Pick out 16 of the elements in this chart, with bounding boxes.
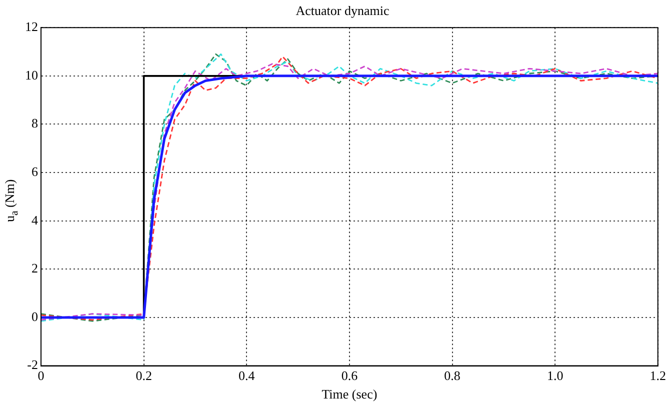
x-tick-label: 0.2 — [136, 368, 152, 384]
x-tick-label: 0.8 — [444, 368, 460, 384]
chart-title: Actuator dynamic — [296, 3, 390, 18]
x-tick-label: 1.2 — [650, 368, 666, 384]
x-tick-label: 0.4 — [238, 368, 256, 384]
y-tick-label: 10 — [25, 67, 38, 82]
x-axis-title: Time (sec) — [322, 386, 378, 402]
y-tick-label: 2 — [32, 260, 38, 276]
x-tick-label: 1.0 — [546, 368, 564, 384]
y-tick-label: 8 — [32, 116, 38, 131]
y-tick-label: 6 — [32, 164, 38, 179]
y-tick-label: 12 — [25, 19, 38, 34]
y-tick-label: 4 — [32, 212, 38, 228]
y-tick-label: 0 — [32, 308, 38, 324]
x-tick-label: 0.6 — [341, 368, 358, 384]
y-tick-label: -2 — [27, 357, 38, 372]
